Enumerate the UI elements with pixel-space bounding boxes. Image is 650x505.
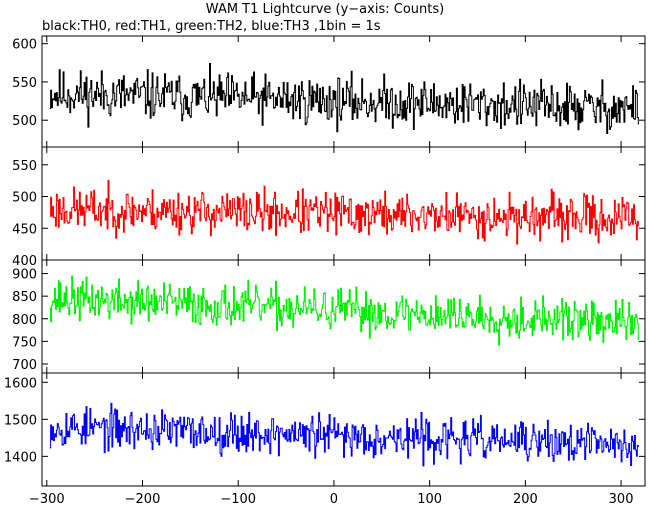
y-tick-label: 850 [12,290,37,305]
chart-subtitle: black:TH0, red:TH1, green:TH2, blue:TH3 … [42,19,381,34]
chart-title: WAM T1 Lightcurve (y−axis: Counts) [205,2,445,17]
y-tick-label: 550 [12,76,37,91]
y-tick-label: 500 [12,191,37,206]
y-tick-label: 1400 [4,450,37,465]
y-tick-label: 800 [12,313,37,328]
y-tick-label: 750 [12,335,37,350]
series-line-th1 [49,179,639,245]
y-tick-label: 450 [12,222,37,237]
y-tick-label: 900 [12,268,37,283]
x-tick-label: −300 [29,492,65,505]
x-tick-label: 100 [417,492,442,505]
y-tick-label: 700 [12,358,37,373]
y-tick-label: 400 [12,254,37,269]
x-tick-label: 200 [513,492,538,505]
y-tick-label: 1600 [4,376,37,391]
x-tick-label: −200 [125,492,161,505]
y-tick-label: 500 [12,114,37,129]
x-tick-label: 300 [609,492,634,505]
series-line-th2 [49,275,639,346]
x-tick-label: −100 [220,492,256,505]
x-tick-label: 0 [330,492,338,505]
y-tick-label: 600 [12,38,37,53]
y-tick-label: 550 [12,159,37,174]
y-tick-label: 1500 [4,413,37,428]
series-line-th0 [49,63,639,134]
panel-frame-th3 [41,372,646,487]
series-line-th3 [49,402,639,467]
